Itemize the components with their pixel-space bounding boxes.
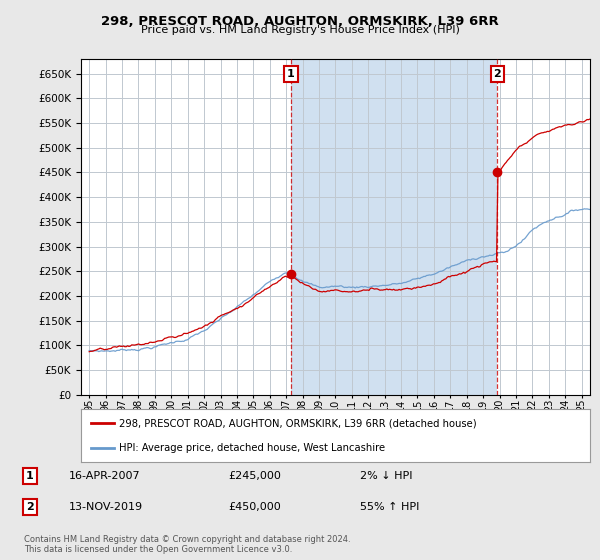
Text: 2: 2 xyxy=(26,502,34,512)
Text: Price paid vs. HM Land Registry's House Price Index (HPI): Price paid vs. HM Land Registry's House … xyxy=(140,25,460,35)
Text: 2: 2 xyxy=(494,69,501,79)
Text: HPI: Average price, detached house, West Lancashire: HPI: Average price, detached house, West… xyxy=(119,442,385,452)
Text: 55% ↑ HPI: 55% ↑ HPI xyxy=(360,502,419,512)
Text: £245,000: £245,000 xyxy=(228,471,281,481)
Text: 298, PRESCOT ROAD, AUGHTON, ORMSKIRK, L39 6RR: 298, PRESCOT ROAD, AUGHTON, ORMSKIRK, L3… xyxy=(101,15,499,27)
Text: 1: 1 xyxy=(26,471,34,481)
Text: 2% ↓ HPI: 2% ↓ HPI xyxy=(360,471,413,481)
Text: £450,000: £450,000 xyxy=(228,502,281,512)
Text: 13-NOV-2019: 13-NOV-2019 xyxy=(69,502,143,512)
Text: 1: 1 xyxy=(287,69,295,79)
Bar xyxy=(291,59,497,395)
Text: 298, PRESCOT ROAD, AUGHTON, ORMSKIRK, L39 6RR (detached house): 298, PRESCOT ROAD, AUGHTON, ORMSKIRK, L3… xyxy=(119,418,477,428)
Text: Contains HM Land Registry data © Crown copyright and database right 2024.
This d: Contains HM Land Registry data © Crown c… xyxy=(24,535,350,554)
Text: 16-APR-2007: 16-APR-2007 xyxy=(69,471,140,481)
